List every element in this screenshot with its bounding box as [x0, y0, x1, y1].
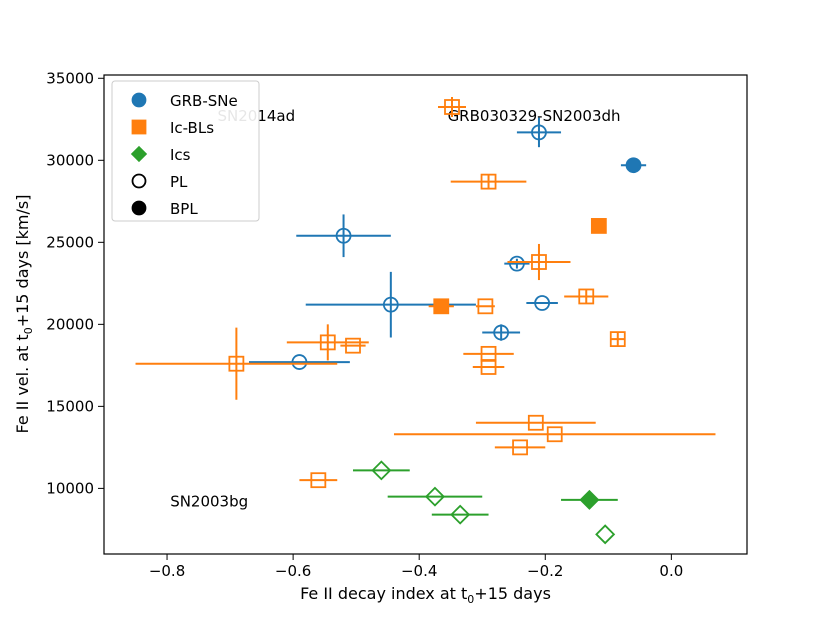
- data-point: [504, 255, 530, 272]
- data-point: [353, 460, 410, 481]
- point-marker: [450, 504, 471, 525]
- data-point: [286, 324, 369, 361]
- legend-circle-icon: [131, 173, 147, 189]
- data-point: [387, 486, 483, 507]
- data-marks: [135, 117, 716, 545]
- point-marker: [595, 524, 616, 545]
- data-point: [431, 504, 489, 525]
- y-axis-label: Fe II vel. at t0+15 days [km/s]: [13, 195, 35, 434]
- legend-entry: GRB-SNe: [131, 92, 238, 110]
- legend-label: BPL: [170, 200, 198, 218]
- y-tick-label: 35000: [46, 69, 94, 87]
- legend-entry: Ic-BLs: [131, 119, 214, 137]
- point-marker: [625, 157, 642, 174]
- x-tick-label: 0.0: [659, 562, 683, 580]
- y-tick-label: 25000: [46, 233, 94, 251]
- data-point: [475, 298, 495, 315]
- point-marker: [228, 355, 245, 372]
- annotation-marker: [438, 97, 466, 117]
- point-marker: [480, 359, 497, 375]
- data-point: [609, 331, 626, 348]
- point-marker: [424, 486, 445, 507]
- point-marker: [477, 298, 494, 315]
- data-point: [135, 327, 338, 400]
- series-grb-sne: [248, 117, 647, 370]
- point-marker: [371, 460, 392, 481]
- y-tick-label: 30000: [46, 151, 94, 169]
- data-point: [393, 426, 716, 443]
- legend-label: PL: [170, 173, 188, 191]
- data-point: [450, 173, 527, 190]
- point-marker: [335, 227, 352, 244]
- point-marker: [291, 354, 308, 370]
- legend-entry: BPL: [131, 200, 198, 218]
- point-marker: [509, 255, 525, 272]
- data-point: [428, 298, 454, 315]
- plot-frame: [103, 74, 748, 555]
- series-ics: [353, 460, 618, 545]
- x-tick-label: −0.8: [149, 562, 185, 580]
- annotation-square-icon: [444, 99, 460, 115]
- y-axis-ticks: 10000 15000 20000 25000 30000 35000: [46, 69, 104, 497]
- legend-circle-icon: [131, 200, 147, 216]
- data-point: [564, 288, 609, 305]
- data-point: [595, 524, 616, 545]
- data-point: [526, 295, 558, 311]
- x-tick-label: −0.6: [275, 562, 311, 580]
- data-point: [299, 472, 338, 489]
- legend-circle-icon: [131, 92, 147, 108]
- data-point: [340, 337, 366, 354]
- data-point: [516, 117, 562, 148]
- point-marker: [590, 218, 607, 234]
- legend-diamond-icon: [130, 145, 148, 163]
- point-marker: [534, 295, 551, 311]
- point-marker: [319, 334, 336, 351]
- annotation: GRB030329-SN2003dh: [448, 107, 621, 125]
- point-marker: [512, 439, 528, 456]
- point-marker: [579, 489, 600, 510]
- legend-square-icon: [131, 119, 147, 135]
- data-point: [494, 439, 546, 456]
- x-axis-ticks: −0.8 −0.6 −0.4 −0.2 0.0: [149, 554, 683, 580]
- legend-label: GRB-SNe: [170, 92, 238, 110]
- point-marker: [531, 124, 547, 141]
- data-point: [296, 214, 391, 258]
- series-ic-bls: [135, 173, 716, 489]
- point-marker: [382, 296, 399, 313]
- annotation: SN2003bg: [170, 492, 248, 510]
- x-tick-label: −0.2: [527, 562, 563, 580]
- y-tick-label: 15000: [46, 397, 94, 415]
- data-point: [561, 489, 618, 510]
- legend: GRB-SNe Ic-BLs Ics PL BPL: [111, 80, 260, 222]
- legend-label: Ics: [170, 146, 191, 164]
- point-marker: [546, 426, 563, 443]
- point-marker: [493, 324, 510, 341]
- point-marker: [433, 298, 450, 315]
- y-tick-label: 20000: [46, 315, 94, 333]
- x-tick-label: −0.4: [401, 562, 437, 580]
- point-marker: [609, 331, 626, 348]
- data-point: [248, 354, 350, 370]
- data-point: [475, 414, 596, 431]
- legend-label: Ic-BLs: [170, 119, 214, 137]
- point-marker: [531, 254, 547, 270]
- data-point: [590, 218, 607, 234]
- point-marker: [345, 337, 361, 354]
- legend-entry: PL: [131, 173, 188, 191]
- data-point: [472, 359, 505, 375]
- data-point: [620, 157, 647, 174]
- legend-entry: Ics: [130, 145, 191, 164]
- point-marker: [310, 472, 327, 489]
- x-axis-label: Fe II decay index at t0+15 days: [300, 584, 551, 606]
- legend-box: [111, 80, 260, 222]
- point-marker: [578, 288, 595, 305]
- data-point: [507, 243, 571, 281]
- data-point: [482, 324, 521, 341]
- point-marker: [527, 414, 544, 431]
- point-marker: [480, 173, 497, 190]
- y-tick-label: 10000: [46, 479, 94, 497]
